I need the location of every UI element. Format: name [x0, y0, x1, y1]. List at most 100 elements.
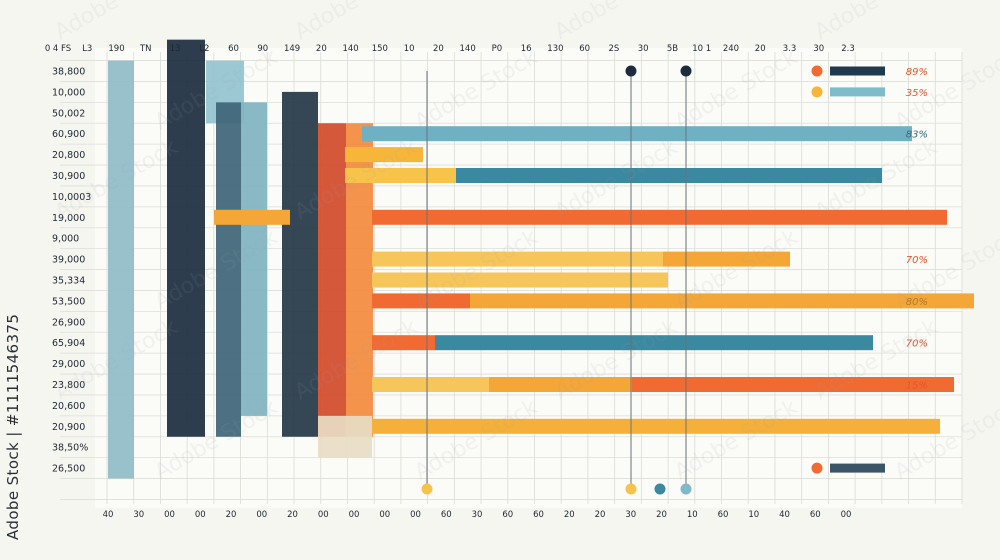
top-tick-label: 30	[638, 44, 649, 54]
row-label: 9,000	[52, 234, 79, 245]
top-tick-label: 150	[372, 44, 388, 54]
column-block	[318, 123, 346, 437]
bottom-tick-label: 40	[779, 510, 790, 520]
bottom-tick-label: 20	[287, 510, 298, 520]
top-tick-label: 140	[460, 44, 476, 54]
marker-dot	[680, 65, 692, 77]
bar	[345, 168, 456, 183]
bar	[470, 293, 974, 309]
bottom-tick-label: 40	[103, 510, 114, 520]
top-tick-label: L2	[199, 44, 209, 54]
column-block	[241, 102, 267, 416]
marker-guide-lines	[426, 71, 687, 489]
top-tick-label: L3	[82, 44, 92, 54]
bar	[362, 126, 712, 142]
column-block	[108, 60, 134, 479]
bar	[372, 209, 947, 225]
column-block	[282, 91, 318, 437]
watermark-text: Adobe Stock	[551, 0, 683, 45]
bottom-tick-label: 30	[472, 510, 483, 520]
top-tick-label: 190	[108, 44, 124, 54]
bottom-tick-label: 00	[379, 510, 390, 520]
top-tick-label: 140	[342, 44, 358, 54]
row-label: 10,000	[52, 87, 85, 98]
bottom-tick-label: 20	[595, 510, 606, 520]
top-tick-label: 3.3	[783, 44, 797, 54]
bar	[632, 377, 954, 392]
tick-labels: 38,800 10,000 50,002 60,900 20,800 30,900 10,0…	[45, 44, 928, 520]
row-label: 26,900	[52, 317, 85, 328]
marker-dot	[811, 65, 823, 77]
percent-label: 15%	[906, 381, 928, 392]
column-block	[318, 415, 372, 458]
legend-swatch	[830, 463, 885, 473]
bottom-tick-label: 20	[656, 510, 667, 520]
top-tick-label: 60	[228, 44, 239, 54]
watermark-text: Adobe Stock	[51, 0, 183, 45]
percent-label: 80%	[906, 297, 928, 308]
legend-swatch	[830, 66, 885, 76]
column-block	[216, 102, 241, 437]
bottom-tick-label: 00	[164, 510, 175, 520]
chart-markers	[421, 65, 885, 495]
top-tick-label: 60	[579, 44, 590, 54]
row-label: 29,000	[52, 359, 85, 370]
top-tick-label: 13	[170, 44, 181, 54]
bottom-tick-label: 20	[564, 510, 575, 520]
bar	[372, 418, 940, 434]
top-tick-label: 0 4 FS	[45, 44, 71, 54]
top-tick-label: 149	[284, 44, 300, 54]
percent-label: 35%	[906, 88, 928, 99]
bar	[663, 251, 790, 267]
top-tick-label: 90	[257, 44, 268, 54]
watermark-text: Adobe Stock	[291, 0, 423, 45]
top-tick-label: 30	[813, 44, 824, 54]
bottom-tick-label: 00	[195, 510, 206, 520]
row-label: 38,50%	[52, 443, 88, 454]
bar	[372, 251, 663, 267]
bar	[345, 147, 423, 163]
row-label: 60,900	[52, 129, 85, 140]
bottom-tick-label: 60	[718, 510, 729, 520]
bottom-tick-label: 10	[687, 510, 698, 520]
marker-dot	[811, 462, 823, 474]
row-label: 38,800	[52, 67, 85, 78]
bar	[712, 126, 912, 142]
row-label: 10,0003	[52, 192, 91, 203]
row-label: 35,334	[52, 276, 85, 287]
row-label: 30,900	[52, 171, 85, 182]
row-label: 20,600	[52, 401, 85, 412]
bottom-tick-label: 60	[441, 510, 452, 520]
marker-dot	[654, 483, 666, 495]
bar	[214, 209, 290, 225]
row-label: 19,000	[52, 213, 85, 224]
bar	[372, 335, 435, 351]
bar-series	[214, 126, 974, 434]
percent-label: 70%	[906, 339, 928, 350]
top-tick-label: 20	[316, 44, 327, 54]
bar	[489, 377, 632, 392]
top-tick-label: 20	[433, 44, 444, 54]
row-label: 65,904	[52, 338, 85, 349]
marker-dot	[625, 65, 637, 77]
bar	[456, 168, 882, 183]
bar	[372, 293, 470, 309]
top-tick-label: 2S	[609, 44, 620, 54]
bottom-tick-label: 60	[533, 510, 544, 520]
bottom-tick-label: 60	[810, 510, 821, 520]
top-tick-label: 240	[723, 44, 739, 54]
marker-dot	[625, 483, 637, 495]
bottom-tick-label: 00	[349, 510, 360, 520]
bottom-tick-label: 00	[410, 510, 421, 520]
marker-dot	[811, 86, 823, 98]
bottom-tick-label: 00	[256, 510, 267, 520]
bottom-tick-label: 00	[318, 510, 329, 520]
row-label: 39,000	[52, 255, 85, 266]
legend-swatch	[830, 87, 885, 97]
watermark-text: Adobe Stock	[811, 0, 943, 45]
bottom-tick-label: 10	[748, 510, 759, 520]
percent-label: 89%	[906, 67, 928, 78]
row-label: 20,800	[52, 150, 85, 161]
bottom-tick-label: 30	[133, 510, 144, 520]
